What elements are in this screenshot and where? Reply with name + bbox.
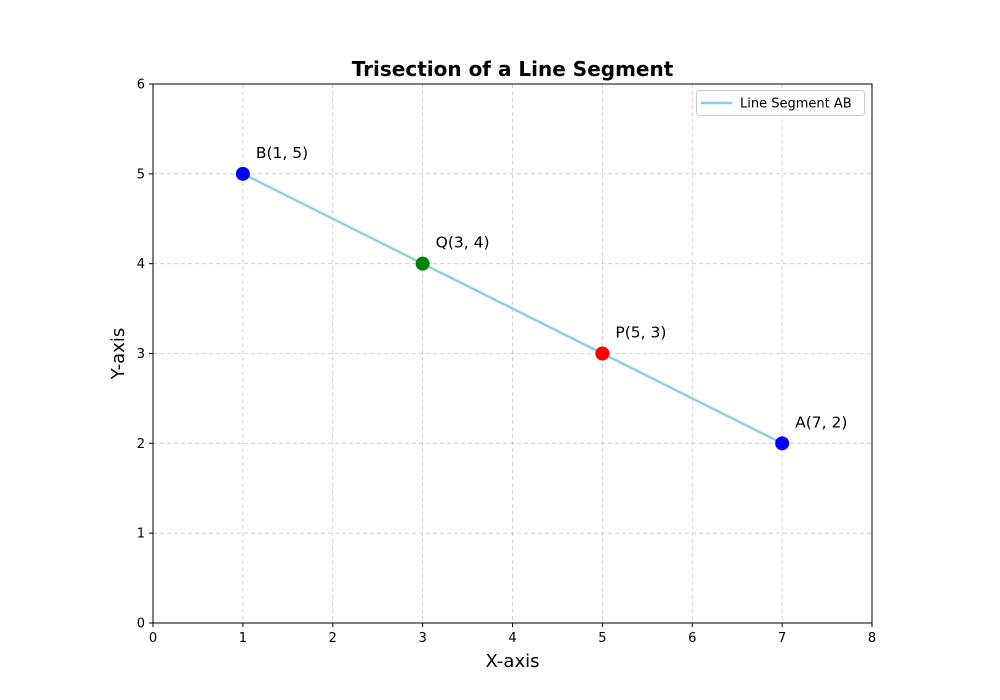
series-layer [242,172,783,445]
point-p [595,346,610,361]
y-tick-label: 2 [137,437,145,452]
legend: Line Segment AB [696,90,865,116]
point-a [775,436,790,451]
series-line-line-segment-ab [242,172,783,445]
y-tick-label: 4 [137,257,145,272]
y-axis-title: Y-axis [108,328,129,380]
x-tick-label: 0 [149,631,157,646]
y-tick-label: 3 [137,347,145,362]
point-label-p: P(5, 3) [615,324,666,342]
x-tick-label: 3 [418,631,426,646]
x-tick-label: 7 [778,631,786,646]
x-tick-label: 4 [508,631,516,646]
point-b [235,166,250,181]
x-tick-label: 2 [329,631,337,646]
y-tick-label: 6 [137,78,145,93]
y-tick-label: 5 [137,167,145,182]
point-labels-layer: A(7, 2) B(1, 5) P(5, 3) Q(3, 4) [256,144,848,432]
x-tick-label: 6 [688,631,696,646]
x-tick-label: 1 [239,631,247,646]
grid-layer [152,83,873,624]
x-axis-title: X-axis [486,651,540,672]
point-label-q: Q(3, 4) [436,234,490,252]
point-q [415,256,430,271]
point-label-b: B(1, 5) [256,144,308,162]
legend-box [696,90,865,116]
ticks-layer: 0 1 2 3 4 5 6 7 8 0 1 2 3 4 5 6 [137,78,876,647]
x-tick-label: 5 [598,631,606,646]
chart-title: Trisection of a Line Segment [352,57,674,81]
point-label-a: A(7, 2) [795,413,847,431]
y-tick-label: 0 [137,617,145,632]
points-layer [235,166,790,451]
legend-entry-line-segment-ab: Line Segment AB [740,97,852,112]
x-tick-label: 8 [868,631,876,646]
y-tick-label: 1 [137,527,145,542]
